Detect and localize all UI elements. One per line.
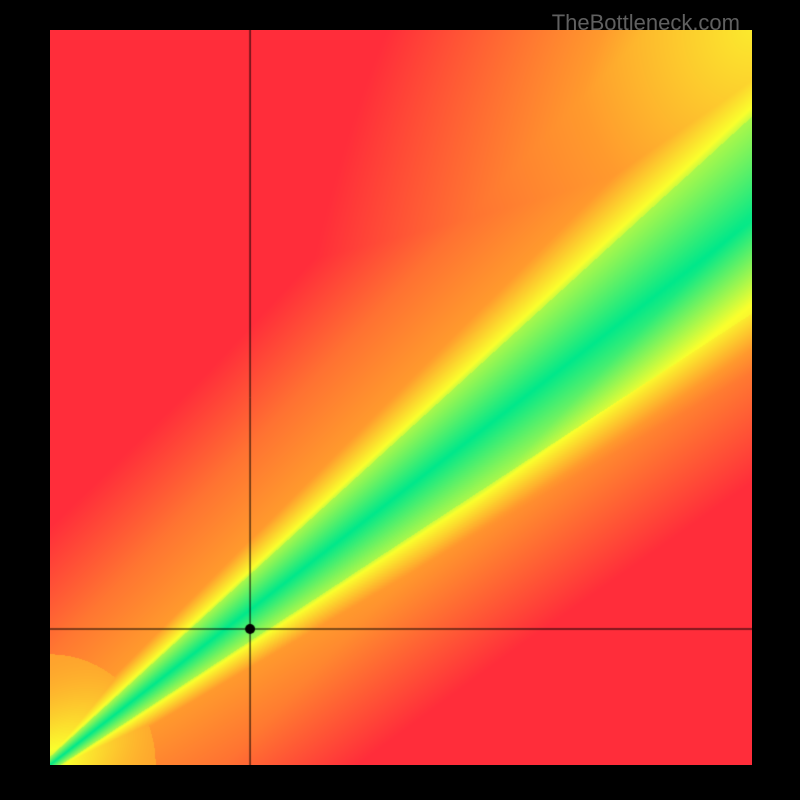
heatmap-canvas	[50, 30, 752, 765]
watermark-text: TheBottleneck.com	[552, 10, 740, 36]
heatmap-plot	[50, 30, 752, 765]
